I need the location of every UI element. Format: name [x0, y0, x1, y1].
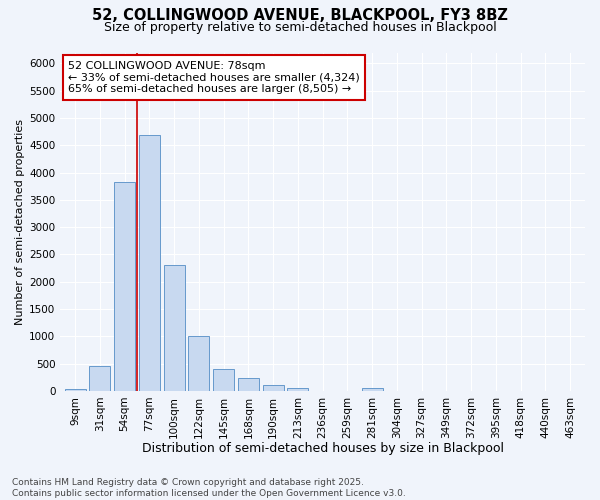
- Bar: [114, 182, 135, 391]
- Text: 52, COLLINGWOOD AVENUE, BLACKPOOL, FY3 8BZ: 52, COLLINGWOOD AVENUE, BLACKPOOL, FY3 8…: [92, 8, 508, 22]
- Bar: [139, 136, 160, 391]
- Text: Contains HM Land Registry data © Crown copyright and database right 2025.
Contai: Contains HM Land Registry data © Crown c…: [12, 478, 406, 498]
- Text: 52 COLLINGWOOD AVENUE: 78sqm
← 33% of semi-detached houses are smaller (4,324)
6: 52 COLLINGWOOD AVENUE: 78sqm ← 33% of se…: [68, 61, 360, 94]
- Bar: [213, 369, 234, 391]
- Bar: [238, 378, 259, 391]
- Bar: [362, 388, 383, 391]
- Bar: [287, 388, 308, 391]
- X-axis label: Distribution of semi-detached houses by size in Blackpool: Distribution of semi-detached houses by …: [142, 442, 503, 455]
- Bar: [164, 266, 185, 391]
- Bar: [65, 389, 86, 391]
- Bar: [188, 336, 209, 391]
- Y-axis label: Number of semi-detached properties: Number of semi-detached properties: [15, 118, 25, 324]
- Bar: [263, 386, 284, 391]
- Text: Size of property relative to semi-detached houses in Blackpool: Size of property relative to semi-detach…: [104, 21, 496, 34]
- Bar: [89, 366, 110, 391]
